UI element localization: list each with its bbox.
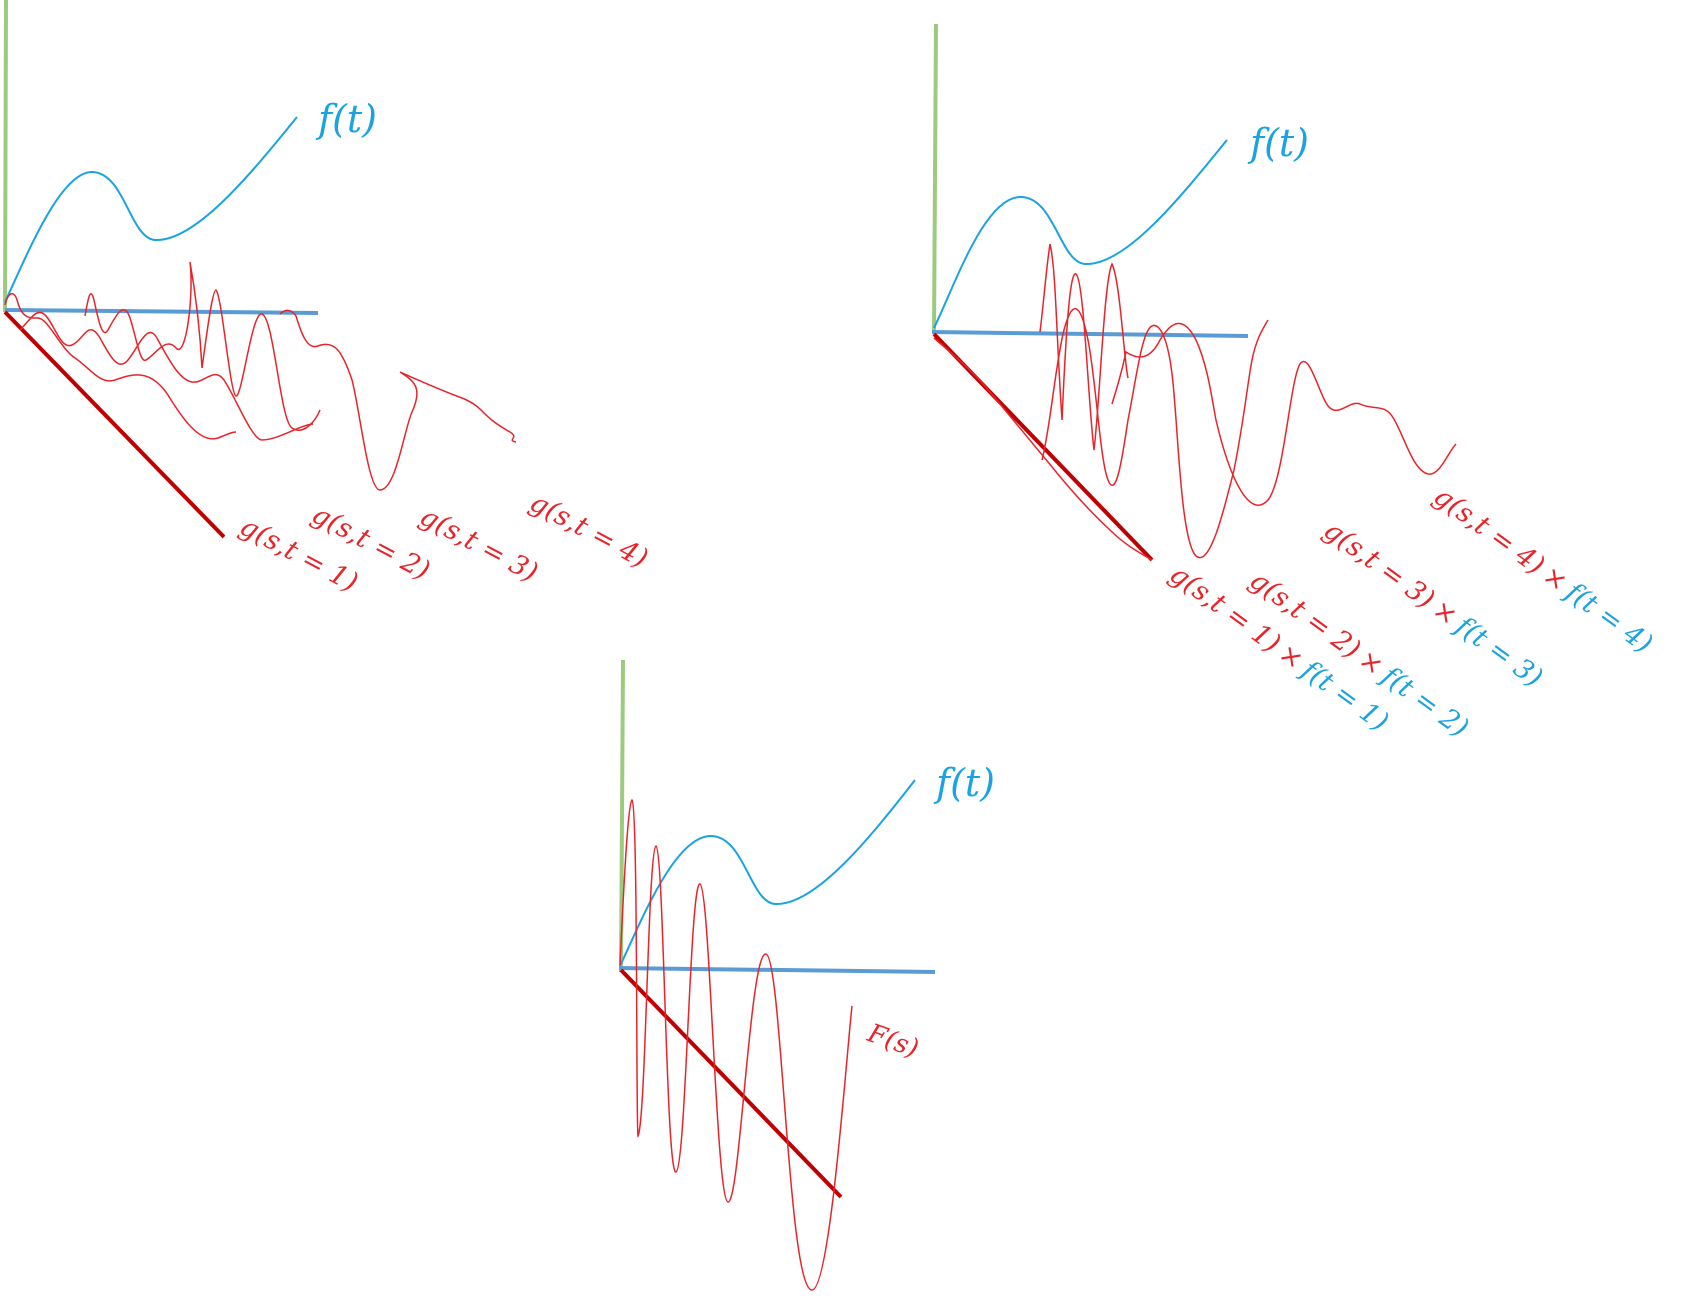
vertical-axis bbox=[932, 23, 938, 333]
diagonal-axis bbox=[3, 310, 226, 539]
diagonal-axis bbox=[619, 968, 843, 1199]
f-curve bbox=[619, 779, 916, 967]
g-label-t3: g(s,t = 3) bbox=[415, 501, 543, 589]
horizontal-axis bbox=[618, 966, 936, 974]
vertical-axis bbox=[619, 659, 625, 973]
g-label-t4: g(s,t = 4) bbox=[525, 487, 653, 575]
horizontal-axis bbox=[4, 308, 319, 315]
g-curve-2 bbox=[19, 311, 314, 441]
f-label: f(t) bbox=[1247, 121, 1309, 165]
product-curve-4 bbox=[1111, 322, 1457, 506]
g-curve-1 bbox=[4, 293, 237, 440]
f-label: f(t) bbox=[315, 97, 377, 141]
panel-right: f(t) g(s,t = 1)×f(t = 1) g(s,t = 2)×f(t … bbox=[931, 23, 1658, 744]
panel-bottom: f(t) F(s) bbox=[618, 659, 995, 1291]
F-curve bbox=[619, 798, 853, 1291]
F-label: F(s) bbox=[863, 1018, 923, 1064]
horizontal-axis bbox=[931, 330, 1249, 338]
product-curve-1 bbox=[933, 337, 1153, 561]
f-curve bbox=[933, 139, 1228, 329]
product-curve-3 bbox=[1041, 307, 1269, 559]
panel-left: f(t) g(s,t = 1) g(s,t = 2) g(s,t = 3) g(… bbox=[3, 0, 653, 599]
f-curve bbox=[4, 116, 298, 303]
g-curve-4 bbox=[279, 309, 517, 491]
g-curve-3 bbox=[84, 261, 321, 431]
vertical-axis bbox=[3, 0, 8, 313]
product-curve-2 bbox=[1039, 243, 1129, 451]
f-label: f(t) bbox=[933, 761, 995, 805]
